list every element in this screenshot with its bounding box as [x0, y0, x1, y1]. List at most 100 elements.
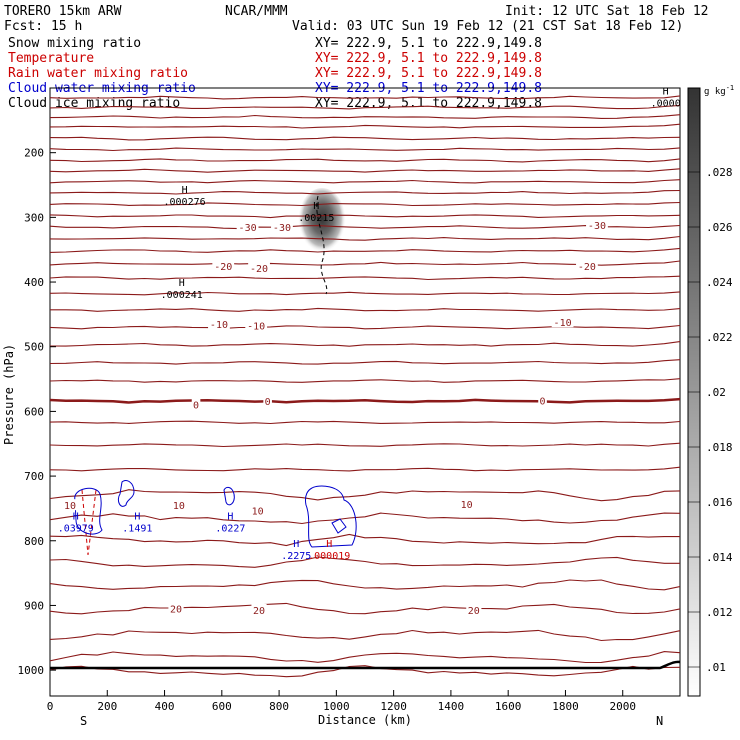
isotherm-line — [50, 147, 680, 152]
x-tick-label: 200 — [97, 700, 117, 713]
temperature-label: -30 — [588, 221, 606, 232]
temperature-label: -10 — [247, 321, 265, 332]
isotherm-line — [50, 104, 680, 110]
y-tick-label: 300 — [24, 211, 44, 224]
temperature-label-bg — [576, 259, 598, 271]
legend: Snow mixing ratio XY= 222.9, 5.1 to 222.… — [8, 36, 542, 111]
x-axis-label: Distance (km) — [318, 713, 412, 727]
isotherm-line — [50, 466, 680, 472]
legend-temperature: Temperature — [8, 51, 94, 66]
temperature-label: -10 — [554, 318, 572, 329]
temperature-label: 0 — [540, 396, 546, 407]
temperature-label: 10 — [252, 506, 264, 517]
x-axis: 0 200 400 600 800 1000 1200 1400 1600 1800 2000 — [47, 690, 636, 713]
y-tick-label: 700 — [24, 470, 44, 483]
temperature-label-bg — [171, 499, 187, 511]
org-label: NCAR/MMM — [225, 4, 288, 19]
temperature-label-bg — [586, 219, 608, 231]
isotherm-line — [50, 378, 680, 383]
colorbar-tick-label: .022 — [706, 331, 733, 344]
temperature-label: -30 — [239, 223, 257, 234]
x-tick-label: 400 — [155, 700, 175, 713]
cloud-water-contour — [74, 487, 103, 535]
legend-snow-xy: XY= 222.9, 5.1 to 222.9,149.8 — [315, 36, 542, 51]
isotherm-line — [50, 651, 680, 664]
endpoint-north: N — [656, 714, 663, 728]
maximum-value: .1491 — [122, 523, 152, 534]
isotherm-line — [50, 420, 680, 425]
endpoint-south: S — [80, 714, 87, 728]
temperature-label: 20 — [468, 606, 480, 617]
y-tick-label: 900 — [24, 599, 44, 612]
isotherm-line — [50, 247, 680, 253]
maximum-value: .0000 — [651, 98, 681, 109]
temperature-label: 20 — [253, 606, 265, 617]
isotherm-line — [50, 95, 680, 100]
maximum-value: .03979 — [58, 523, 94, 534]
x-tick-label: 800 — [269, 700, 289, 713]
y-tick-label: 500 — [24, 341, 44, 354]
temperature-label: -20 — [250, 264, 268, 275]
temperature-label-bg — [251, 603, 267, 615]
isotherm-line — [50, 602, 680, 615]
y-axis-label: Pressure (hPa) — [2, 344, 16, 445]
maximum-marker: H — [179, 278, 185, 289]
cloud-water-contour — [223, 486, 235, 506]
maximum-marker: H — [293, 539, 299, 550]
colorbar-tick-label: .026 — [706, 221, 733, 234]
isotherm-line — [50, 665, 680, 678]
legend-rain-xy: XY= 222.9, 5.1 to 222.9,149.8 — [315, 66, 542, 81]
cloud-water-contour — [331, 518, 347, 534]
isotherm-line — [50, 189, 680, 195]
rain-water-contour — [81, 489, 97, 556]
ground-surface — [49, 660, 681, 670]
colorbar-tick-label: .01 — [706, 661, 726, 674]
colorbar-tick-label: .028 — [706, 166, 733, 179]
isotherm-line — [50, 442, 680, 448]
colorbar-tick-label: .02 — [706, 386, 726, 399]
maximum-marker: H — [326, 539, 332, 550]
temperature-label-bg — [191, 398, 201, 410]
maximum-value: .2275 — [281, 551, 311, 562]
isotherm-line — [50, 168, 680, 173]
temperature-label: -10 — [210, 320, 228, 331]
x-tick-label: 1400 — [438, 700, 465, 713]
temperature-label-bg — [236, 221, 259, 233]
temperature-label-bg — [208, 318, 230, 330]
maximum-value: .00215 — [298, 213, 334, 224]
temperature-label-bg — [538, 394, 547, 406]
maximum-value: .0227 — [215, 523, 245, 534]
isotherm-line — [50, 533, 680, 547]
maxima-labels: H.000276 H.00215H.000241H.0000H.03979H.14… — [58, 86, 681, 562]
x-tick-label: 0 — [47, 700, 54, 713]
isotherm-line — [50, 260, 680, 266]
maximum-value: .000276 — [164, 197, 206, 208]
isotherm-line — [50, 307, 680, 312]
colorbar-tick-label: .024 — [706, 276, 733, 289]
legend-rain: Rain water mixing ratio — [8, 66, 188, 81]
cloud-water-contour — [305, 485, 357, 548]
temperature-label: -20 — [214, 262, 232, 273]
temperature-label-bg — [248, 261, 270, 273]
isotherm-line — [50, 341, 680, 347]
colorbar-unit: g kg-1 — [704, 84, 734, 97]
x-tick-label: 2000 — [609, 700, 636, 713]
x-tick-label: 1200 — [380, 700, 407, 713]
valid-time: Valid: 03 UTC Sun 19 Feb 12 (21 CST Sat … — [292, 19, 683, 34]
isotherm-line — [50, 359, 680, 365]
temperature-label-bg — [459, 497, 475, 509]
temperature-label-bg — [271, 221, 293, 233]
isotherm-line — [50, 291, 680, 296]
temperature-label-bg — [551, 316, 574, 328]
temperature-label-bg — [168, 602, 184, 614]
y-tick-label: 400 — [24, 276, 44, 289]
temperature-label: 10 — [64, 501, 76, 512]
isotherm-line — [50, 556, 680, 568]
x-tick-label: 1800 — [552, 700, 579, 713]
isotherm-line — [50, 579, 680, 591]
maximum-marker: H — [227, 511, 233, 522]
temperature-label-bg — [212, 259, 235, 271]
y-tick-label: 600 — [24, 405, 44, 418]
maximum-marker: H — [73, 511, 79, 522]
